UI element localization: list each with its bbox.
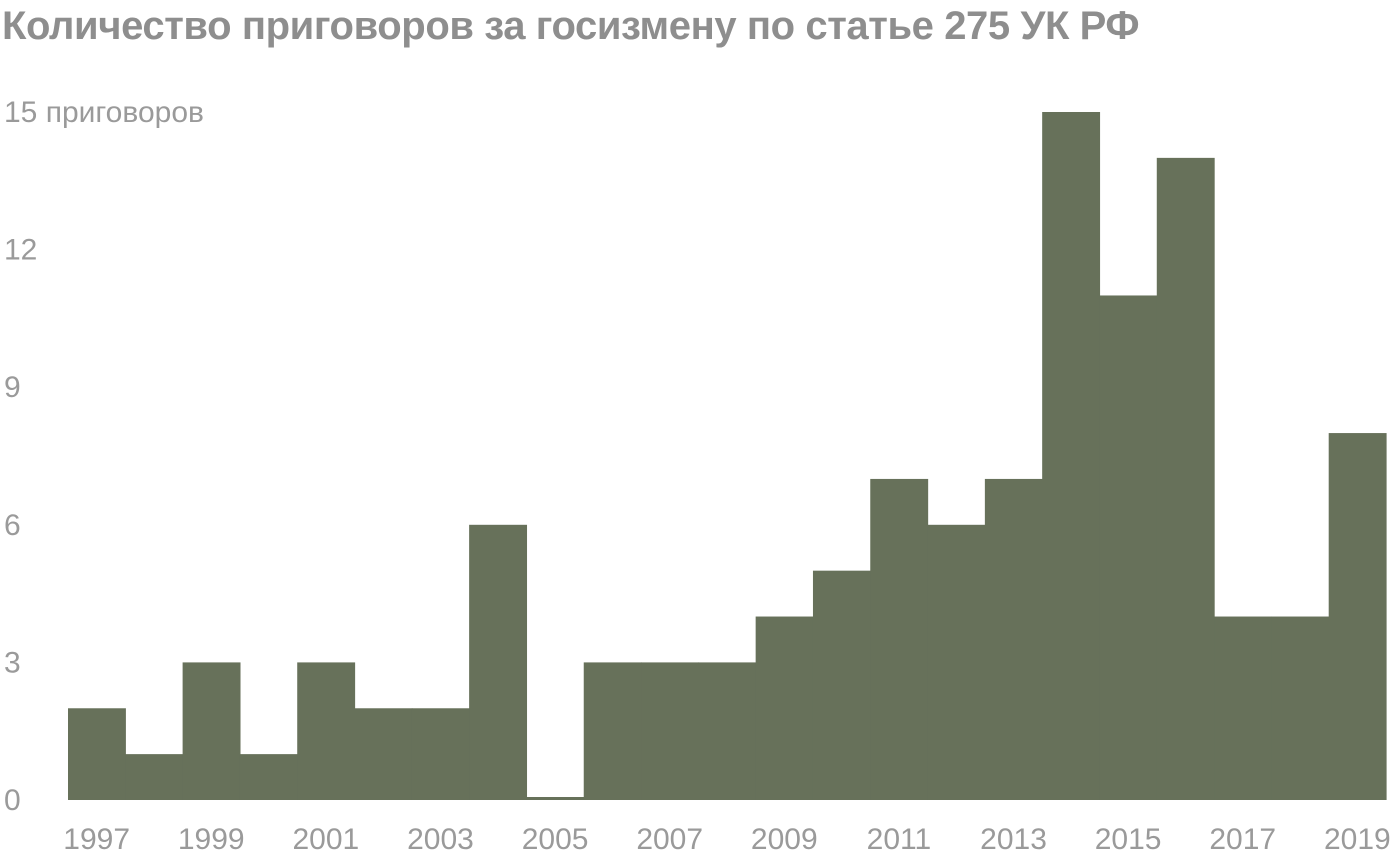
bar-2001 [297, 662, 356, 800]
x-tick-label: 2003 [407, 823, 474, 856]
bar-2016 [1156, 157, 1215, 800]
bar-2009 [755, 616, 814, 800]
bar-2015 [1099, 295, 1158, 800]
x-tick-label: 2013 [980, 823, 1047, 856]
bar-2007 [641, 662, 699, 800]
bars-group [68, 112, 1387, 800]
bar-2008 [698, 662, 757, 800]
y-tick-label: 15 приговоров [4, 96, 204, 129]
x-tick-label: 1999 [178, 823, 245, 856]
x-tick-label: 2001 [292, 823, 359, 856]
x-tick-label: 2011 [867, 823, 932, 856]
y-axis-ticks: 0 3 6 9 12 15 приговоров [4, 96, 204, 817]
x-axis-ticks: 1997 1999 2001 2003 2005 2007 2009 2011 2013 2015… [63, 823, 1390, 856]
x-tick-label: 2007 [636, 823, 703, 856]
x-tick-label: 2019 [1324, 823, 1391, 856]
bar-1998 [125, 754, 184, 800]
x-tick-label: 2009 [751, 823, 818, 856]
x-tick-label: 1997 [63, 823, 130, 856]
y-tick-label: 9 [4, 371, 21, 404]
bar-2000 [239, 754, 298, 800]
bar-2004 [469, 524, 528, 800]
bar-1999 [182, 662, 241, 800]
bar-2018 [1271, 616, 1330, 800]
bar-2011 [870, 478, 929, 800]
bar-2003 [411, 708, 470, 800]
bar-2013 [984, 478, 1043, 800]
bar-2006 [583, 662, 642, 800]
bar-2019 [1328, 433, 1387, 800]
x-tick-label: 2005 [522, 823, 589, 856]
bar-1997 [68, 708, 126, 800]
bar-2010 [812, 570, 871, 800]
x-tick-label: 2017 [1209, 823, 1276, 856]
x-tick-label: 2015 [1095, 823, 1162, 856]
y-tick-label: 3 [4, 646, 21, 679]
y-tick-label: 6 [4, 509, 21, 542]
y-tick-label: 0 [4, 784, 21, 817]
bar-2002 [354, 708, 413, 800]
bar-2017 [1214, 616, 1272, 800]
bar-2014 [1042, 112, 1101, 800]
bar-2005 [526, 797, 585, 800]
bar-2012 [927, 524, 986, 800]
chart-title: Количество приговоров за госизмену по ст… [2, 4, 1140, 48]
y-tick-label: 12 [4, 234, 37, 267]
